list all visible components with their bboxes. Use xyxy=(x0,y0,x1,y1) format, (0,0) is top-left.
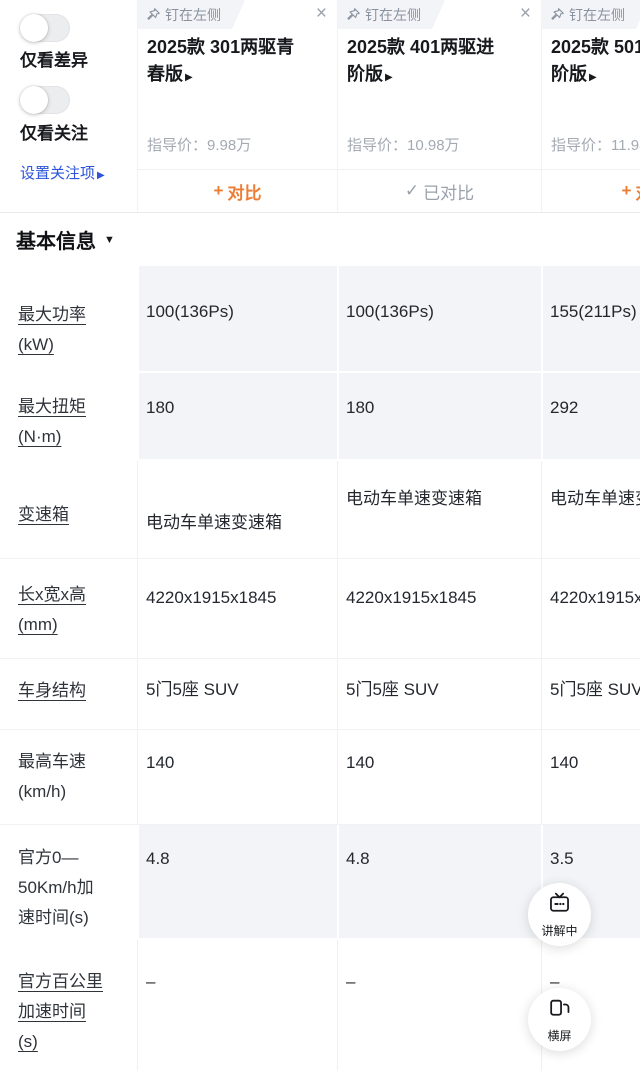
car-title[interactable]: 2025款 301两驱青 春版 ▶ xyxy=(147,37,295,84)
pin-tab-label: 钉在左侧 xyxy=(365,6,421,23)
spec-value: – xyxy=(337,940,541,1071)
car-price: 指导价：9.98万 xyxy=(147,134,251,155)
expand-arrow-icon: ▶ xyxy=(185,72,193,83)
pin-icon xyxy=(550,7,565,22)
explainer-live-label: 讲解中 xyxy=(541,923,578,938)
price-value: 9.98万 xyxy=(207,137,252,154)
caret-down-icon: ▼ xyxy=(104,233,115,246)
add-compare-button[interactable]: +对比 xyxy=(138,169,337,212)
landscape-mode-label: 横屏 xyxy=(547,1028,572,1043)
show-differences-label: 仅看差异 xyxy=(20,51,88,70)
price-label: 指导价： xyxy=(551,137,612,154)
explainer-live-button[interactable]: 讲解中 xyxy=(528,883,591,946)
spec-row-dimensions: 长x宽x高 (mm) 4220x1915x1845 4220x1915x1845… xyxy=(0,559,640,659)
spec-value: 4220x1915x1845 xyxy=(541,559,640,658)
spec-row-gearbox: 变速箱 电动车单速变速箱 电动车单速变速箱 电动车单速变速箱 xyxy=(0,461,640,586)
spec-value: 180 xyxy=(337,373,541,459)
car-title[interactable]: 2025款 501两驱进 阶版▶ xyxy=(551,37,640,84)
spec-row-max-power: 最大功率 (kW) 100(136Ps) 100(136Ps) 155(211P… xyxy=(0,266,640,373)
spec-label[interactable]: 最大功率 (kW) xyxy=(18,305,86,354)
rotate-screen-icon xyxy=(547,996,572,1026)
spec-table: 最大功率 (kW) 100(136Ps) 100(136Ps) 155(211P… xyxy=(0,266,640,1071)
spec-label[interactable]: 最大扭矩 (N·m) xyxy=(18,397,86,446)
spec-value: 140 xyxy=(137,730,337,824)
spec-value: 5门5座 SUV xyxy=(337,659,541,729)
car-title[interactable]: 2025款 401两驱进 阶版 ▶ xyxy=(347,37,495,84)
spec-value: 5门5座 SUV xyxy=(137,659,337,729)
spec-value: – xyxy=(137,940,337,1071)
car-column-3: 钉在左侧 × 2025款 501两驱进 阶版▶ 指导价：11.98万 +对比 xyxy=(541,0,640,212)
spec-value: 电动车单速变速箱 xyxy=(541,461,640,558)
spec-label[interactable]: 车身结构 xyxy=(18,681,86,700)
spec-value: 4220x1915x1845 xyxy=(137,559,337,658)
plus-icon: + xyxy=(213,181,224,200)
pin-tab-label: 钉在左侧 xyxy=(165,6,221,23)
check-icon: ✓ xyxy=(404,181,420,200)
spec-label[interactable]: 官方百公里 加速时间 (s) xyxy=(18,972,103,1051)
show-followed-label: 仅看关注 xyxy=(20,124,88,143)
spec-label[interactable]: 变速箱 xyxy=(18,505,69,524)
car-column-1: 钉在左侧 × 2025款 301两驱青 春版 ▶ 指导价：9.98万 + 对比 xyxy=(137,0,337,212)
price-label: 指导价： xyxy=(147,137,208,154)
car-price: 指导价：10.98万 xyxy=(347,134,460,155)
pin-to-left-button[interactable]: 钉在左侧 xyxy=(542,0,640,29)
pin-icon xyxy=(346,7,361,22)
spec-row-0-100-acceleration: 官方百公里 加速时间 (s) – – – xyxy=(0,940,640,1071)
spec-row-body-structure: 车身结构 5门5座 SUV 5门5座 SUV 5门5座 SUV xyxy=(0,659,640,730)
spec-value: 155(211Ps) xyxy=(541,266,640,371)
already-compared-status[interactable]: ✓ 已对比 xyxy=(338,169,541,212)
spec-label: 最高车速 (km/h) xyxy=(18,752,86,801)
spec-label[interactable]: 长x宽x高 (mm) xyxy=(18,585,86,634)
expand-arrow-icon: ▶ xyxy=(385,72,393,83)
price-label: 指导价： xyxy=(347,137,408,154)
arrow-right-icon: ▶ xyxy=(97,170,105,181)
spec-value: 140 xyxy=(541,730,640,824)
toggle-knob xyxy=(20,14,48,42)
section-basic-info[interactable]: 基本信息 ▼ xyxy=(0,213,640,266)
car-column-2: 钉在左侧 × 2025款 401两驱进 阶版 ▶ 指导价：10.98万 ✓ 已对比 xyxy=(337,0,541,212)
tv-icon xyxy=(547,891,572,921)
spec-value: 140 xyxy=(337,730,541,824)
pin-tab-label: 钉在左侧 xyxy=(569,6,625,23)
spec-value: 4220x1915x1845 xyxy=(337,559,541,658)
set-followed-items-link[interactable]: 设置关注项 ▶ xyxy=(20,165,105,182)
spec-value: 电动车单速变速箱 xyxy=(137,461,337,586)
add-compare-button[interactable]: +对比 xyxy=(542,169,640,212)
price-value: 11.98万 xyxy=(611,137,640,154)
compare-header: 仅看差异 仅看关注 设置关注项 ▶ 钉在左侧 × 2025款 301两驱青 春版 ▶… xyxy=(0,0,640,213)
spec-value: 4.8 xyxy=(137,825,337,938)
expand-arrow-icon: ▶ xyxy=(589,72,597,83)
spec-value: 100(136Ps) xyxy=(137,266,337,371)
pin-to-left-button[interactable]: 钉在左侧 xyxy=(338,0,445,29)
spec-row-max-torque: 最大扭矩 (N·m) 180 180 292 xyxy=(0,373,640,461)
section-title: 基本信息 xyxy=(16,231,96,253)
spec-value: 292 xyxy=(541,373,640,459)
pin-to-left-button[interactable]: 钉在左侧 xyxy=(138,0,245,29)
price-value: 10.98万 xyxy=(407,137,460,154)
pin-icon xyxy=(146,7,161,22)
spec-row-0-50-acceleration: 官方0— 50Km/h加 速时间(s) 4.8 4.8 3.5 xyxy=(0,825,640,940)
spec-label: 官方0— 50Km/h加 速时间(s) xyxy=(18,848,94,927)
spec-value: 电动车单速变速箱 xyxy=(337,461,541,558)
show-followed-toggle[interactable] xyxy=(20,86,70,114)
landscape-mode-button[interactable]: 横屏 xyxy=(528,988,591,1051)
spec-value: 5门5座 SUV xyxy=(541,659,640,729)
filter-panel: 仅看差异 仅看关注 设置关注项 ▶ xyxy=(0,0,137,212)
plus-icon: + xyxy=(621,181,632,200)
toggle-knob xyxy=(20,86,48,114)
spec-row-top-speed: 最高车速 (km/h) 140 140 140 xyxy=(0,730,640,825)
show-differences-toggle[interactable] xyxy=(20,14,70,42)
close-icon[interactable]: × xyxy=(315,3,327,24)
spec-value: 100(136Ps) xyxy=(337,266,541,371)
car-price: 指导价：11.98万 xyxy=(551,134,640,155)
spec-value: 180 xyxy=(137,373,337,459)
close-icon[interactable]: × xyxy=(519,3,531,24)
spec-value: 4.8 xyxy=(337,825,541,938)
